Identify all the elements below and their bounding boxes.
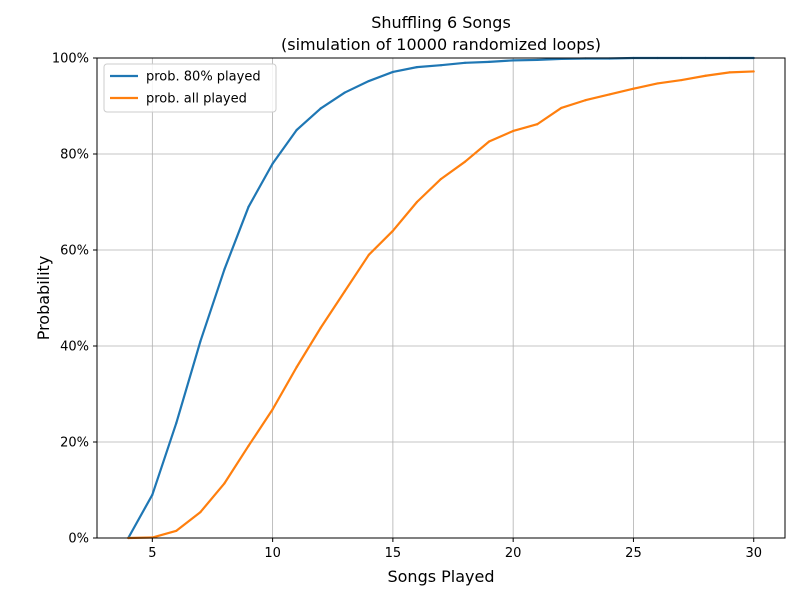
y-tick-label: 0% xyxy=(68,532,89,547)
data-point xyxy=(463,61,467,64)
data-point xyxy=(247,205,250,208)
data-point xyxy=(584,99,587,102)
y-tick-label: 60% xyxy=(60,244,89,259)
chart-subtitle: (simulation of 10000 randomized loops) xyxy=(281,35,601,54)
data-point xyxy=(247,444,250,447)
data-point xyxy=(488,60,491,63)
y-tick-label: 40% xyxy=(60,340,89,355)
data-point xyxy=(151,493,154,496)
y-tick-label: 100% xyxy=(52,52,89,67)
data-point xyxy=(295,128,298,132)
data-point xyxy=(560,106,563,110)
data-point xyxy=(223,482,226,485)
data-point xyxy=(223,268,226,271)
x-tick-label: 10 xyxy=(264,546,281,561)
series-lines xyxy=(127,56,755,540)
plot-area-frame xyxy=(96,57,786,539)
x-tick-label: 25 xyxy=(625,546,642,561)
data-point xyxy=(319,107,322,110)
data-point xyxy=(512,59,515,62)
data-point xyxy=(415,66,419,69)
gridlines xyxy=(97,57,785,539)
data-point xyxy=(343,290,346,293)
chart-title: Shuffling 6 Songs xyxy=(371,13,511,32)
data-point xyxy=(656,82,659,85)
data-point xyxy=(343,91,346,94)
data-point xyxy=(391,70,394,74)
data-point xyxy=(608,93,611,96)
data-point xyxy=(463,160,467,163)
data-point xyxy=(536,58,539,62)
data-point xyxy=(199,510,202,514)
data-point xyxy=(367,79,370,83)
data-point xyxy=(728,71,731,74)
y-axis-label: Probability xyxy=(34,256,53,341)
data-point xyxy=(704,74,707,77)
data-point xyxy=(271,162,274,165)
y-tick-label: 20% xyxy=(60,436,89,451)
data-point xyxy=(488,140,491,143)
x-tick-label: 30 xyxy=(745,546,762,561)
data-point xyxy=(439,64,443,67)
legend-label: prob. all played xyxy=(146,92,247,107)
data-point xyxy=(415,200,419,204)
data-point xyxy=(680,78,683,82)
legend-box xyxy=(103,63,277,113)
x-tick-label: 5 xyxy=(148,546,156,561)
data-point xyxy=(439,177,443,181)
x-tick-label: 15 xyxy=(385,546,402,561)
data-point xyxy=(512,129,515,133)
legend-label: prob. 80% played xyxy=(146,70,261,85)
data-point xyxy=(536,123,539,126)
data-point xyxy=(752,70,755,73)
legend: prob. 80% played prob. all played xyxy=(103,63,277,113)
data-point xyxy=(367,253,370,256)
x-axis-label: Songs Played xyxy=(387,567,494,586)
data-point xyxy=(199,340,202,343)
y-tick-label: 80% xyxy=(60,148,89,163)
data-point xyxy=(271,408,274,411)
series-line-1 xyxy=(127,56,754,539)
x-tick-label: 20 xyxy=(505,546,522,561)
data-point xyxy=(319,326,322,329)
data-point xyxy=(295,366,298,369)
data-point xyxy=(391,229,394,232)
data-point xyxy=(632,87,635,90)
series-line-2 xyxy=(128,70,754,540)
data-point xyxy=(175,421,178,424)
axis-ticks: 5 10 15 20 25 30 0% 20% 40% 60% 80% 100% xyxy=(52,52,762,562)
data-point xyxy=(175,529,178,532)
